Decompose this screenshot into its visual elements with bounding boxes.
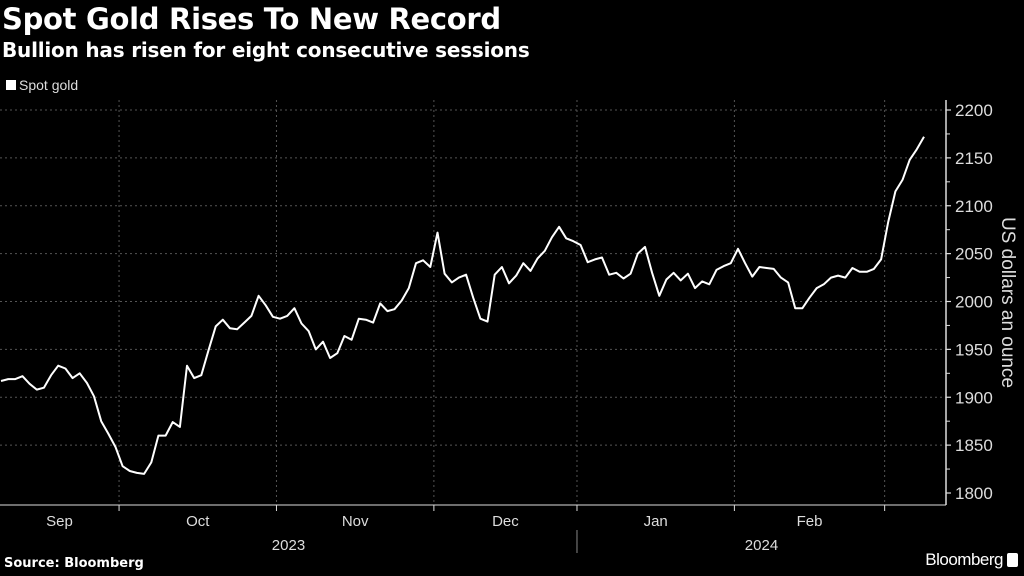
y-tick-label: 1850 — [955, 436, 993, 455]
y-tick-label: 1950 — [955, 340, 993, 359]
y-tick-label: 2200 — [955, 101, 993, 120]
source-note: Source: Bloomberg — [4, 556, 144, 571]
x-month-label: Jan — [644, 513, 668, 530]
x-month-label: Sep — [46, 513, 73, 530]
bloomberg-terminal-icon — [1007, 553, 1018, 567]
x-month-label: Nov — [342, 513, 369, 530]
legend: Spot gold — [6, 77, 78, 93]
legend-label: Spot gold — [19, 77, 79, 93]
y-tick-label: 2150 — [955, 149, 993, 168]
y-tick-label: 2050 — [955, 245, 993, 264]
x-month-label: Dec — [492, 513, 519, 530]
bloomberg-logo: Bloomberg — [925, 550, 1018, 570]
y-tick-label: 2000 — [955, 293, 993, 312]
x-month-label: Oct — [186, 513, 210, 530]
spot-gold-line — [0, 136, 925, 475]
y-tick-label: 2100 — [955, 197, 993, 216]
legend-swatch — [6, 80, 16, 90]
y-tick-label: 1800 — [955, 484, 993, 503]
chart-title: Spot Gold Rises To New Record — [2, 2, 501, 36]
x-year-label: 2024 — [745, 537, 778, 554]
chart-subtitle: Bullion has risen for eight consecutive … — [2, 38, 530, 62]
y-axis-title: US dollars an ounce — [997, 217, 1018, 388]
y-tick-label: 1900 — [955, 388, 993, 407]
brand-text: Bloomberg — [925, 550, 1003, 569]
x-month-label: Feb — [797, 513, 823, 530]
x-year-label: 2023 — [272, 537, 305, 554]
